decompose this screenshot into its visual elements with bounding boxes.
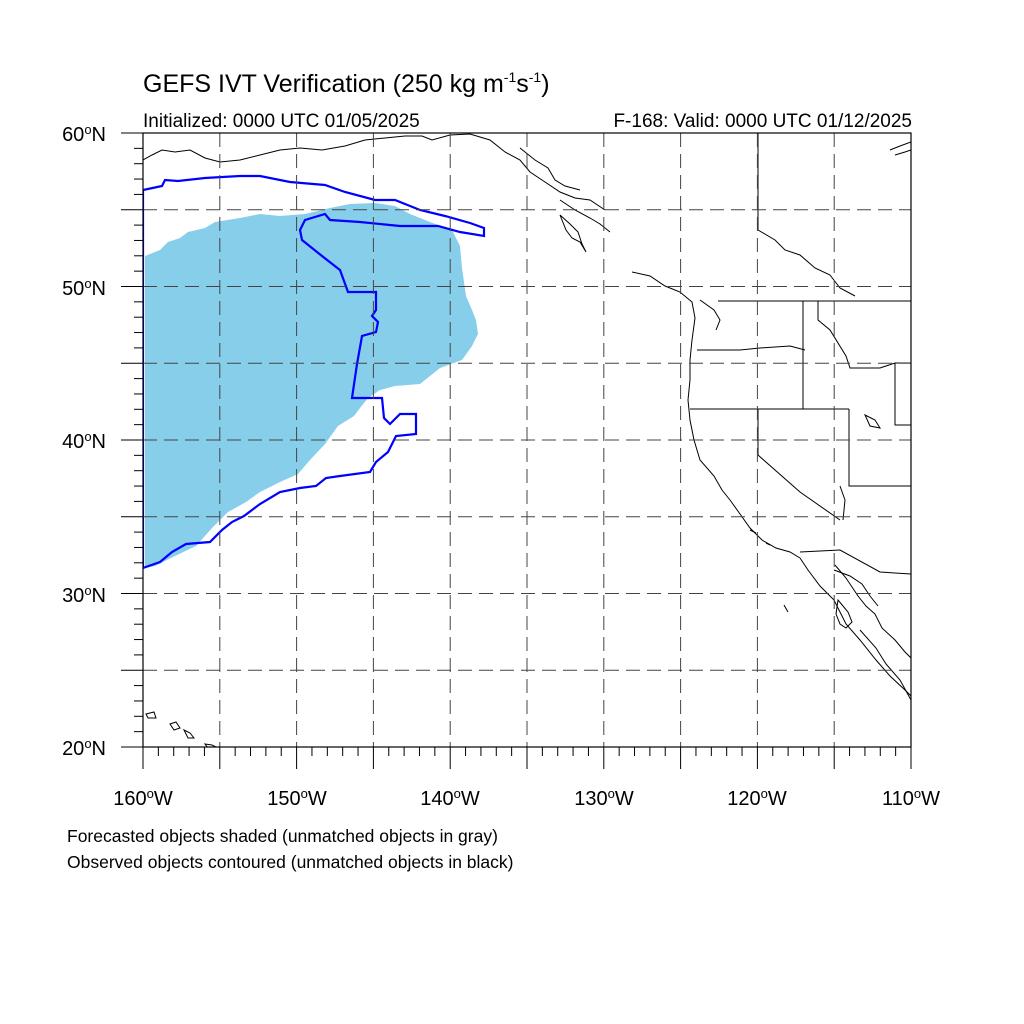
lon-label-130: 130oW — [574, 786, 634, 810]
graticule — [143, 133, 911, 747]
lon-label-110: 110oW — [881, 786, 940, 810]
lon-label-120: 120oW — [727, 786, 787, 810]
legend-note-forecast: Forecasted objects shaded (unmatched obj… — [67, 826, 498, 846]
lat-label-60: 60oN — [62, 122, 106, 146]
observed-object-contour — [143, 174, 486, 570]
init-time-label: Initialized: 0000 UTC 01/05/2025 — [143, 111, 420, 132]
forecast-object-fill — [145, 203, 478, 568]
lon-label-140: 140oW — [420, 786, 480, 810]
lat-label-30: 30oN — [62, 583, 106, 607]
lat-label-40: 40oN — [62, 429, 106, 453]
lat-label-20: 20oN — [62, 736, 106, 760]
lon-label-150: 150oW — [267, 786, 327, 810]
valid-time-label: F-168: Valid: 0000 UTC 01/12/2025 — [613, 111, 912, 132]
legend-note-observed: Observed objects contoured (unmatched ob… — [67, 852, 514, 872]
coastlines — [143, 133, 911, 747]
chart-title: GEFS IVT Verification (250 kg m-1s-1) — [143, 69, 550, 98]
lon-label-160: 160oW — [113, 786, 173, 810]
lat-label-50: 50oN — [62, 276, 106, 300]
axis-ticks — [121, 132, 912, 769]
